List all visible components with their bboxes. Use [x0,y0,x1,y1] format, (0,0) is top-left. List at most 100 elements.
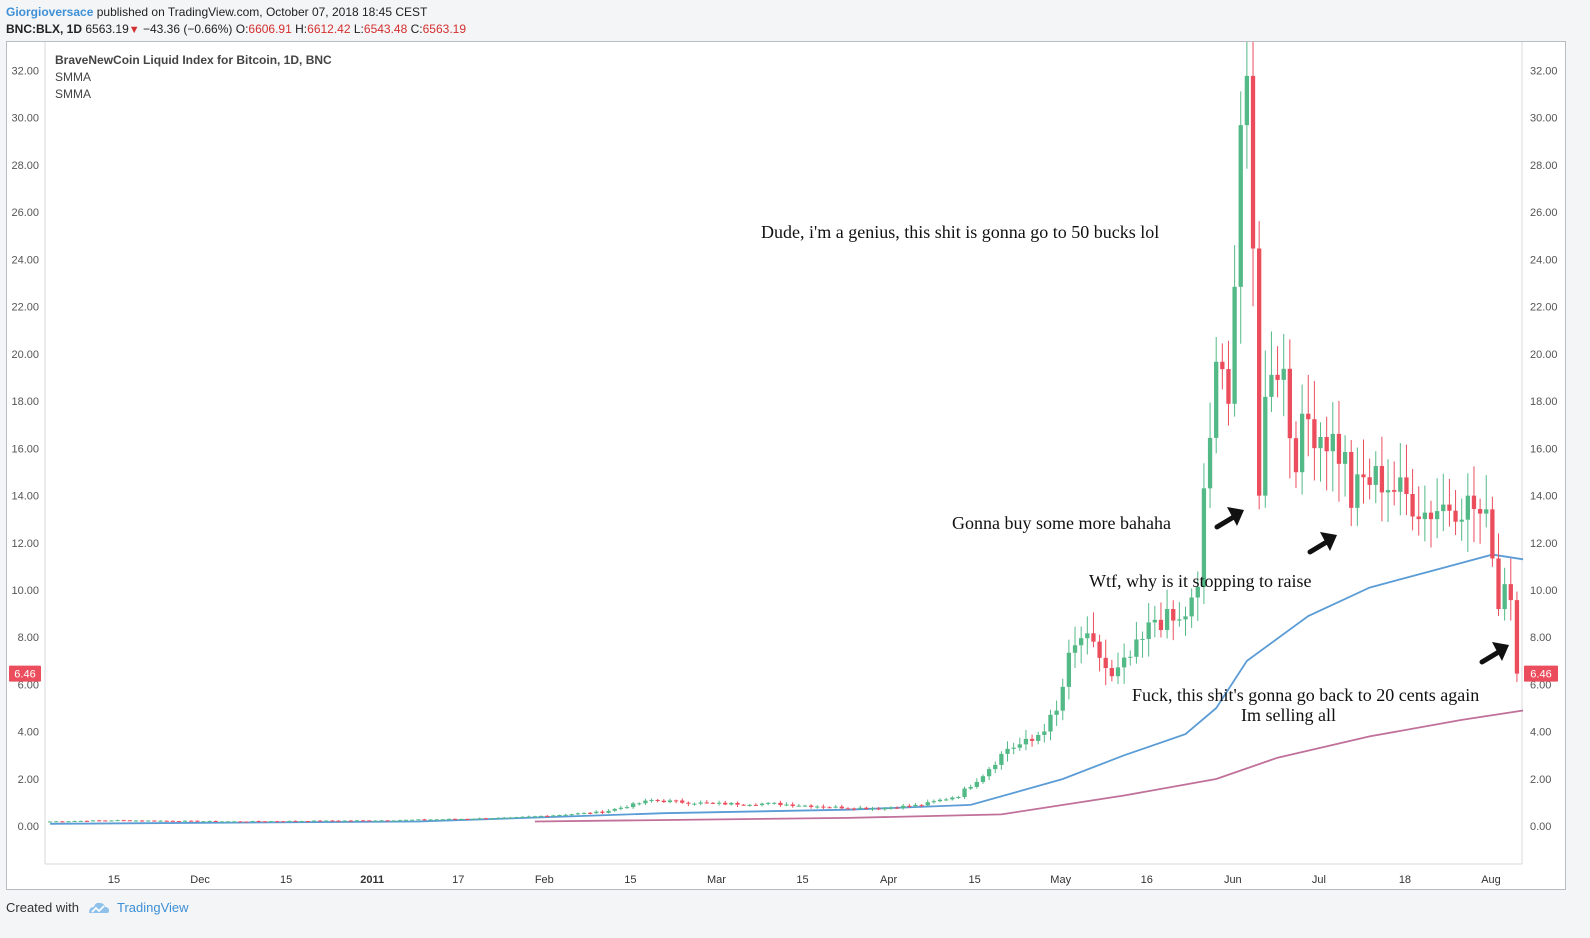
candle-body [943,799,949,801]
candle-body [1355,474,1360,508]
candle-body [723,802,728,805]
candle-body [956,797,961,799]
legend-smma-2: SMMA [55,87,91,101]
candle-body [1306,413,1311,420]
y-tick-label-right: 20.00 [1530,349,1558,361]
candle-body [139,820,145,822]
y-tick-label-right: 22.00 [1530,302,1558,314]
candle-body [360,820,366,822]
candle-body [146,820,151,822]
candle-body [520,816,525,818]
candle-body [477,818,482,820]
candle-body [1183,616,1188,620]
candle-body [1091,633,1096,642]
footer: Created with TradingView [6,900,189,915]
arrow-head-icon [1320,532,1337,551]
candle-body [238,821,243,823]
candle-body [704,802,709,804]
candle-body [1097,641,1102,658]
candle-body [974,781,979,787]
candle-body [1079,638,1084,646]
smma-fast-line [50,553,1524,825]
candle-body [802,805,808,807]
price-chart[interactable]: 0.00 0.00 2.00 2.00 4.00 4.00 6.00 6.00 8.00 8.00… [7,42,1565,889]
candle-body [1195,586,1200,598]
candle-body [1232,286,1237,404]
y-tick-label-left: 14.00 [11,491,39,503]
candle-body [766,802,771,804]
chart-frame[interactable]: 0.00 0.00 2.00 2.00 4.00 4.00 6.00 6.00 8.00 8.00… [6,41,1566,890]
candle-body [287,820,292,822]
candle-body [1496,558,1501,610]
y-tick-label-left: 4.00 [18,727,39,739]
candle-body [256,821,261,823]
open-label: O: [235,22,249,36]
x-tick-label: 15 [624,874,636,886]
candle-body [213,820,218,822]
y-tick-label-left: 6.00 [18,679,39,691]
ohlc-line: BNC:BLX, 1D 6563.19▼ −43.36 (−0.66%) O:6… [6,21,466,39]
y-tick-label-left: 24.00 [11,254,39,266]
candle-body [489,818,495,820]
candle-body [66,821,71,823]
candle-body [428,819,433,821]
y-tick-label-right: 14.00 [1530,491,1558,503]
candle-body [379,820,384,822]
published-text: published on TradingView.com, October 07… [96,5,428,19]
candle-body [551,815,556,817]
candle-body [729,802,734,805]
candle-body [201,821,206,823]
x-tick-label: 15 [108,874,120,886]
candle-body [637,803,642,805]
y-tick-label-left: 18.00 [11,396,39,408]
candle-body [1312,419,1317,449]
candle-body [1017,744,1022,748]
publish-header: Giorgioversace published on TradingView.… [6,4,466,39]
y-tick-label-left: 10.00 [11,585,39,597]
candle-body [176,821,182,823]
candle-body [581,812,587,814]
candle-body [244,821,249,823]
low-label: L: [353,22,364,36]
candle-body [1502,584,1507,610]
y-tick-label-right: 30.00 [1530,113,1558,125]
candle-body [1171,609,1176,621]
candle-body [1048,714,1053,732]
candle-body [999,753,1004,765]
candle-body [588,812,593,814]
candle-body [870,808,875,810]
candle-body [882,808,887,810]
tradingview-brand[interactable]: TradingView [87,900,189,915]
candle-body [1275,374,1280,380]
x-tick-label: Feb [535,874,554,886]
candle-body [471,818,476,820]
candle-body [618,807,624,809]
candle-body [692,803,697,805]
candle-body [1128,656,1133,658]
x-tick-label: Dec [190,874,210,886]
candle-body [1410,493,1415,517]
candle-body [232,821,237,823]
candle-body [452,818,458,820]
author-link[interactable]: Giorgioversace [6,5,94,19]
candle-body [569,814,574,816]
candle-body [698,802,703,804]
candle-body [508,817,513,819]
price-tag-left [9,665,41,682]
candle-body [1434,511,1440,520]
candle-body [1299,413,1305,473]
y-tick-label-right: 6.00 [1530,679,1551,691]
candle-body [72,821,77,823]
candle-body [686,802,691,804]
candle-body [391,820,396,822]
candle-body [526,816,531,818]
candle-body [1207,437,1213,489]
high-value: 6612.42 [307,22,351,36]
symbol-label: BNC:BLX, 1D [6,22,83,36]
candle-body [680,800,685,803]
y-tick-label-right: 24.00 [1530,254,1558,266]
candle-body [1042,731,1047,735]
candle-body [1336,433,1342,464]
candle-body [1177,619,1182,621]
tradingview-link[interactable]: TradingView [116,900,189,915]
